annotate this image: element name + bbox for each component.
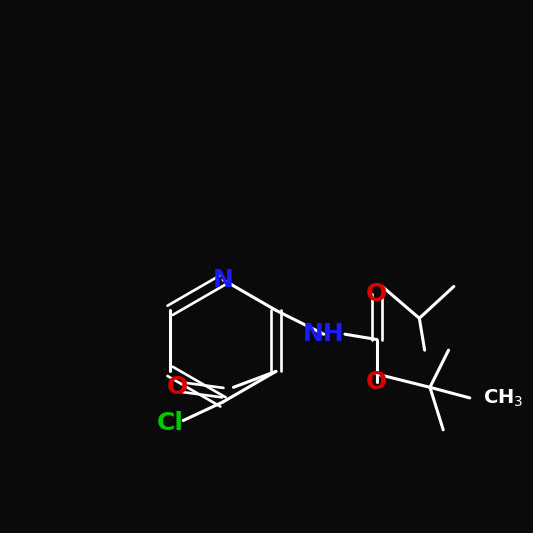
Text: O: O (366, 282, 387, 306)
Text: CH$_3$: CH$_3$ (483, 387, 523, 409)
Text: NH: NH (303, 322, 345, 346)
Text: O: O (366, 370, 387, 394)
Text: N: N (213, 268, 233, 292)
Text: Cl: Cl (157, 411, 183, 435)
Text: O: O (167, 375, 188, 399)
